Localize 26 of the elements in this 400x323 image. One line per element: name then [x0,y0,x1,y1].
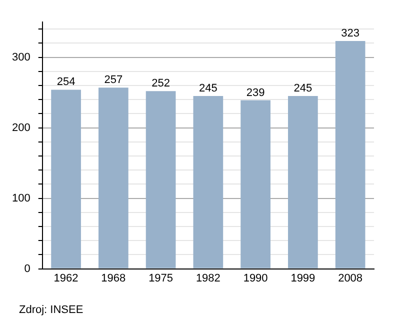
y-tick-label: 200 [12,122,30,134]
data-label: 254 [56,76,76,88]
x-tick-label: 1982 [196,272,220,284]
y-tick-label: 300 [12,51,30,64]
bar [98,88,128,268]
data-label: 257 [104,74,123,86]
text: Zdroj: INSEE [19,304,84,316]
y-tick-label: 0 [24,262,30,275]
x-tick-label: 1990 [243,272,268,284]
data-label: 239 [246,86,265,99]
data-label: 245 [198,82,218,95]
bar [193,96,224,268]
y-tick-label: 100 [12,192,30,204]
bar [240,100,270,268]
data-label: 245 [294,82,312,95]
data-label: 252 [152,78,170,90]
data-label: 323 [341,28,360,40]
bar [335,41,366,268]
x-tick-label: 1975 [148,272,174,284]
bar [288,96,318,268]
x-tick-label: 1999 [290,272,316,284]
bar [146,91,176,268]
x-tick-label: 2008 [338,272,363,284]
x-tick-label: 1962 [54,272,78,284]
bar [51,90,81,268]
x-tick-label: 1968 [101,272,126,284]
